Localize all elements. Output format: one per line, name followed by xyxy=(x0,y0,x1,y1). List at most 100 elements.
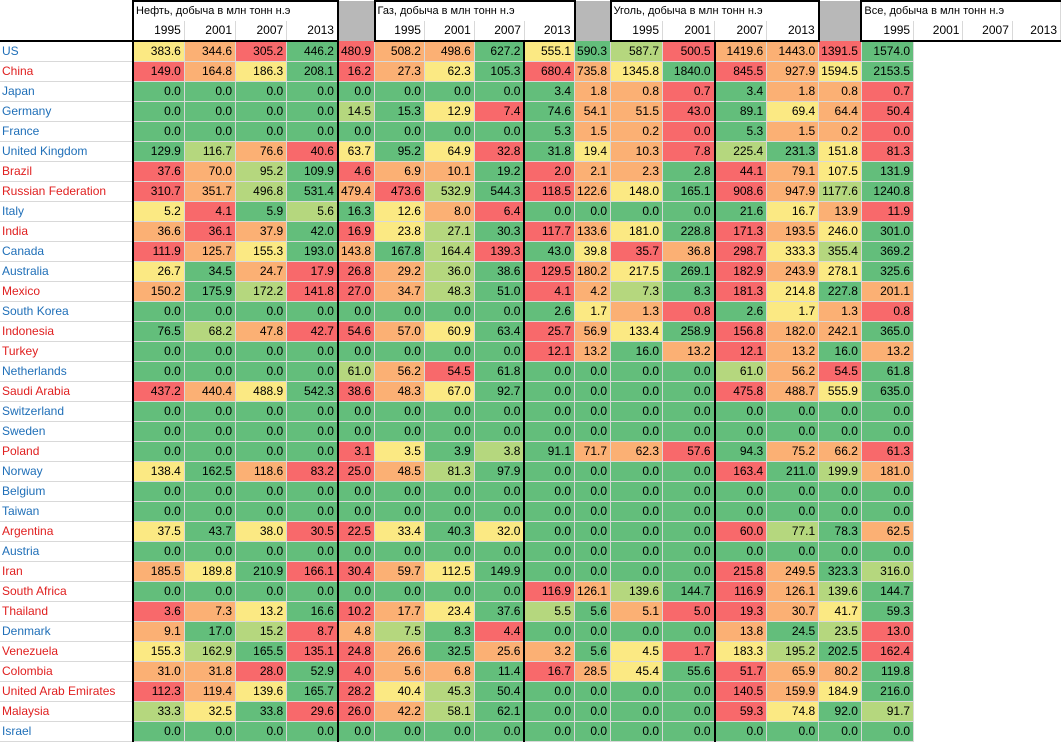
value-cell-gas: 45.3 xyxy=(424,681,475,702)
value-cell-gas: 480.9 xyxy=(337,41,376,62)
value-cell-oil: 0.0 xyxy=(133,101,185,122)
value-cell-all: 0.0 xyxy=(766,541,820,562)
value-cell-oil: 17.9 xyxy=(286,261,339,282)
value-cell-oil: 52.9 xyxy=(286,661,339,682)
value-cell-gas: 36.0 xyxy=(424,261,475,282)
value-cell-gas: 62.3 xyxy=(424,61,475,82)
value-cell-gas: 5.6 xyxy=(374,661,425,682)
value-cell-all: 182.0 xyxy=(766,321,820,342)
country-name: Turkey xyxy=(0,341,135,362)
value-cell-gas: 14.5 xyxy=(337,101,376,122)
value-cell-oil: 310.7 xyxy=(133,181,185,202)
value-cell-all: 0.7 xyxy=(861,81,915,102)
value-cell-gas: 0.0 xyxy=(374,401,425,422)
value-cell-gas: 0.0 xyxy=(424,81,475,102)
value-cell-all: 0.0 xyxy=(861,401,915,422)
table-row: Israel 0.0 0.0 0.0 0.0 0.0 0.0 0.0 0.0 0.0 0.0 0.0 0… xyxy=(0,721,1061,742)
value-cell-all: 13.8 xyxy=(714,621,768,642)
value-cell-gas: 25.6 xyxy=(474,641,526,662)
country-name: Denmark xyxy=(0,621,135,642)
value-cell-coal: 133.4 xyxy=(610,321,663,342)
value-cell-gas: 139.3 xyxy=(474,241,526,262)
value-cell-gas: 40.4 xyxy=(374,681,425,702)
value-cell-coal: 0.0 xyxy=(610,561,663,582)
value-cell-coal: 180.2 xyxy=(574,261,612,282)
value-cell-all: 41.7 xyxy=(818,601,862,622)
value-cell-gas: 0.0 xyxy=(424,421,475,442)
country-name: Italy xyxy=(0,201,135,222)
value-cell-coal: 0.0 xyxy=(524,201,576,222)
value-cell-coal: 0.2 xyxy=(610,121,663,142)
value-cell-coal: 0.0 xyxy=(524,381,576,402)
year-header-all-1995: 1995 xyxy=(861,21,915,42)
year-header-gas-2007: 2007 xyxy=(474,21,525,42)
value-cell-oil: 37.5 xyxy=(133,521,185,542)
value-cell-coal: 5.6 xyxy=(574,601,612,622)
value-cell-all: 5.3 xyxy=(714,121,768,142)
value-cell-oil: 172.2 xyxy=(235,281,288,302)
year-header-all-2013: 2013 xyxy=(1012,21,1061,42)
value-cell-oil: 0.0 xyxy=(235,441,288,462)
value-cell-all: 159.9 xyxy=(766,681,820,702)
value-cell-gas: 8.0 xyxy=(424,201,475,222)
value-cell-coal: 43.0 xyxy=(662,101,716,122)
corner-cell xyxy=(0,1,134,21)
value-cell-all: 119.8 xyxy=(861,661,915,682)
value-cell-gas: 149.9 xyxy=(474,561,526,582)
value-cell-coal: 590.3 xyxy=(574,41,612,62)
value-cell-gas: 3.9 xyxy=(424,441,475,462)
value-cell-gas: 17.7 xyxy=(374,601,425,622)
value-cell-oil: 109.9 xyxy=(286,161,339,182)
value-cell-gas: 0.0 xyxy=(374,81,425,102)
value-cell-oil: 0.0 xyxy=(184,301,237,322)
value-cell-gas: 143.8 xyxy=(337,241,376,262)
value-cell-oil: 0.0 xyxy=(286,441,339,462)
table-row: Turkey 0.0 0.0 0.0 0.0 0.0 0.0 0.0 0.0 12.1 13.2 16… xyxy=(0,341,1061,362)
country-name: Indonesia xyxy=(0,321,135,342)
value-cell-oil: 0.0 xyxy=(286,541,339,562)
value-cell-all: 44.1 xyxy=(714,161,768,182)
value-cell-coal: 0.0 xyxy=(524,521,576,542)
value-cell-coal: 587.7 xyxy=(610,41,663,62)
value-cell-gas: 23.8 xyxy=(374,221,425,242)
value-cell-gas: 0.0 xyxy=(474,121,526,142)
value-cell-gas: 0.0 xyxy=(424,341,475,362)
value-cell-oil: 0.0 xyxy=(286,121,339,142)
value-cell-coal: 36.8 xyxy=(662,241,716,262)
value-cell-oil: 0.0 xyxy=(133,501,185,522)
value-cell-oil: 344.6 xyxy=(184,41,237,62)
value-cell-gas: 0.0 xyxy=(424,301,475,322)
value-cell-oil: 42.0 xyxy=(286,221,339,242)
value-cell-coal: 0.0 xyxy=(524,421,576,442)
value-cell-coal: 56.9 xyxy=(574,321,612,342)
value-cell-all: 199.9 xyxy=(818,461,862,482)
value-cell-coal: 555.1 xyxy=(524,41,576,62)
value-cell-gas: 30.4 xyxy=(337,561,376,582)
value-cell-gas: 0.0 xyxy=(374,481,425,502)
value-cell-oil: 0.0 xyxy=(133,121,185,142)
value-cell-all: 163.4 xyxy=(714,461,768,482)
value-cell-oil: 83.2 xyxy=(286,461,339,482)
value-cell-oil: 0.0 xyxy=(133,401,185,422)
value-cell-coal: 0.0 xyxy=(610,381,663,402)
value-cell-oil: 33.8 xyxy=(235,701,288,722)
table-row: Colombia 31.0 31.8 28.0 52.9 4.0 5.6 6.8 11.4 16.… xyxy=(0,661,1061,682)
value-cell-gas: 0.0 xyxy=(374,541,425,562)
value-cell-coal: 91.1 xyxy=(524,441,576,462)
value-cell-gas: 3.8 xyxy=(474,441,526,462)
table-row: India 36.6 36.1 37.9 42.0 16.9 23.8 27.1 30.3 117… xyxy=(0,221,1061,242)
value-cell-all: 0.0 xyxy=(818,541,862,562)
value-cell-gas: 38.6 xyxy=(337,381,376,402)
value-cell-all: 16.0 xyxy=(818,341,862,362)
value-cell-all: 69.4 xyxy=(766,101,820,122)
value-cell-all: 0.0 xyxy=(818,421,862,442)
value-cell-gas: 164.4 xyxy=(424,241,475,262)
value-cell-oil: 165.5 xyxy=(235,641,288,662)
table-row: Poland 0.0 0.0 0.0 0.0 3.1 3.5 3.9 3.8 91.1 71.7 62… xyxy=(0,441,1061,462)
value-cell-gas: 0.0 xyxy=(474,581,526,602)
value-cell-gas: 0.0 xyxy=(337,581,376,602)
value-cell-gas: 27.3 xyxy=(374,61,425,82)
table-row: Venezuela 155.3 162.9 165.5 135.1 24.8 26.6 32.… xyxy=(0,641,1061,662)
value-cell-oil: 0.0 xyxy=(286,721,339,742)
